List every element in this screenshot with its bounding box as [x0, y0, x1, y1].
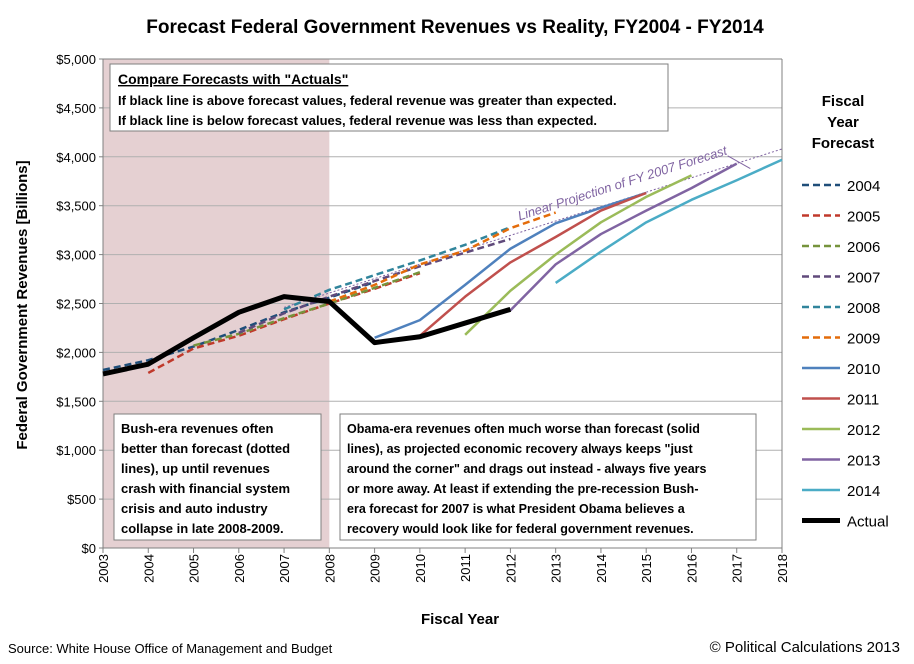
series-line-2007: [238, 237, 511, 334]
x-axis-title: Fiscal Year: [421, 611, 499, 628]
compare-annotation: Compare Forecasts with "Actuals" If blac…: [109, 63, 669, 132]
obama-line: or more away. At least if extending the …: [347, 482, 698, 496]
x-tick-label: 2008: [322, 554, 337, 583]
legend-label: 2010: [847, 361, 880, 378]
x-tick-label: 2010: [413, 554, 428, 583]
obama-annotation: Obama-era revenues often much worse than…: [339, 413, 757, 541]
bush-line: crash with financial system: [121, 481, 290, 496]
legend-label: 2011: [847, 392, 879, 409]
series-line-2010: [374, 191, 647, 339]
y-tick-label: $4,000: [56, 150, 96, 165]
series-line-2009: [328, 211, 557, 303]
y-tick-label: $3,500: [56, 199, 96, 214]
legend-title-line: Forecast: [812, 135, 875, 152]
x-tick-label: 2015: [639, 554, 654, 583]
x-tick-label: 2014: [594, 554, 609, 583]
legend-label: 2005: [847, 209, 880, 226]
x-tick-label: 2003: [96, 554, 111, 583]
bush-line: lines), up until revenues: [121, 461, 270, 476]
legend-label: 2013: [847, 453, 880, 470]
bush-line: crisis and auto industry: [121, 501, 268, 516]
x-tick-label: 2009: [368, 554, 383, 583]
series-line-2008: [283, 226, 511, 311]
x-tick-label: 2017: [730, 554, 745, 583]
legend-label: 2007: [847, 270, 880, 287]
series-line-2006: [193, 271, 421, 347]
source-note: Source: White House Office of Management…: [8, 641, 333, 656]
y-tick-label: $0: [82, 541, 96, 556]
compare-box: [109, 63, 669, 132]
compare-line-1: If black line is above forecast values, …: [118, 93, 617, 108]
x-tick-label: 2007: [277, 554, 292, 583]
y-tick-label: $5,000: [56, 52, 96, 67]
series-line-2004: [102, 280, 376, 372]
projection-arrow: [727, 155, 751, 169]
legend: 2004 2005 2006 2007 2008 2009 2010 2011 2012 2013…: [802, 178, 889, 531]
legend-label: 2012: [847, 422, 880, 439]
x-tick-label: 2012: [503, 554, 518, 583]
x-tick-label: 2013: [549, 554, 564, 583]
x-tick-label: 2005: [187, 554, 202, 583]
bush-line: collapse in late 2008-2009.: [121, 521, 284, 536]
bush-annotation: Bush-era revenues often better than fore…: [113, 413, 322, 541]
compare-heading: Compare Forecasts with "Actuals": [118, 71, 348, 87]
y-axis-title: Federal Government Revenues [Billions]: [14, 160, 31, 449]
y-tick-label: $500: [67, 492, 96, 507]
obama-line: around the corner" and drags out instead…: [347, 462, 707, 476]
chart-title: Forecast Federal Government Revenues vs …: [146, 17, 764, 38]
y-tick-label: $1,000: [56, 443, 96, 458]
obama-box: [339, 413, 757, 541]
y-tick-label: $2,000: [56, 345, 96, 360]
obama-line: era forecast for 2007 is what President …: [347, 502, 686, 516]
bush-line: better than forecast (dotted: [121, 441, 290, 456]
bush-box: [113, 413, 322, 541]
legend-title: Fiscal Year Forecast: [812, 93, 875, 152]
legend-label: 2009: [847, 331, 880, 348]
y-tick-label: $4,500: [56, 101, 96, 116]
y-tick-label: $2,500: [56, 297, 96, 312]
x-tick-label: 2016: [684, 554, 699, 583]
series-line-2011: [419, 191, 647, 337]
series-line-actual: [102, 294, 512, 377]
obama-line: recovery would look like for federal gov…: [347, 522, 694, 536]
legend-title-line: Year: [827, 114, 859, 131]
compare-line-2: If black line is below forecast values, …: [118, 113, 597, 128]
obama-line: lines), as projected economic recovery a…: [347, 442, 694, 456]
copyright-note: © Political Calculations 2013: [710, 639, 900, 656]
x-tick-label: 2004: [141, 554, 156, 583]
bush-line: Bush-era revenues often: [121, 421, 273, 436]
obama-line: Obama-era revenues often much worse than…: [347, 422, 700, 436]
projection-line: [283, 148, 783, 308]
x-tick-label: 2011: [458, 554, 473, 582]
y-tick-label: $1,500: [56, 394, 96, 409]
series-line-2013: [509, 162, 738, 312]
y-tick-label: $3,000: [56, 248, 96, 263]
legend-title-line: Fiscal: [822, 93, 865, 110]
x-tick-label: 2018: [775, 554, 790, 583]
legend-label: 2006: [847, 239, 880, 256]
series-line-2014: [554, 158, 783, 284]
legend-label: 2014: [847, 483, 880, 500]
legend-label: Actual: [847, 514, 889, 531]
x-tick-label: 2006: [232, 554, 247, 583]
series-line-2012: [464, 174, 693, 336]
legend-label: 2008: [847, 300, 880, 317]
legend-label: 2004: [847, 178, 880, 195]
